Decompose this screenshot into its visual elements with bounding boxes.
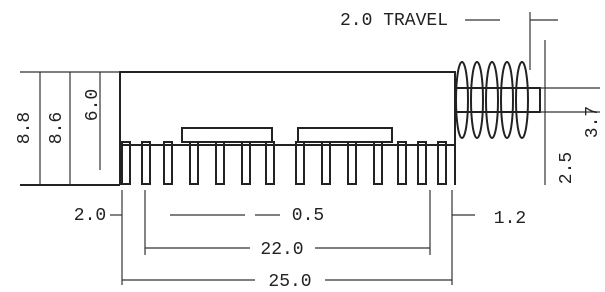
top-block	[182, 128, 272, 142]
top-block	[298, 128, 392, 142]
spring-coil	[501, 62, 513, 138]
drawing: 2.0 TRAVEL 8.8 8.6 6.0 3.7 2.5 2.0 0.5 1…	[0, 0, 605, 292]
pin	[216, 142, 224, 184]
dim-label: 2.0	[74, 206, 106, 226]
dimension-lines	[20, 12, 600, 285]
dim-label: 6.0	[83, 89, 103, 121]
pin	[438, 142, 446, 184]
pin	[418, 142, 426, 184]
dim-label: 3.7	[583, 106, 603, 138]
spring-coil	[471, 62, 483, 138]
pin	[142, 142, 150, 184]
spring-coil	[486, 62, 498, 138]
pin	[242, 142, 250, 184]
dim-label: 25.0	[268, 272, 311, 292]
pin	[322, 142, 330, 184]
dim-label: 8.8	[15, 112, 35, 144]
dim-label: 1.2	[494, 209, 526, 229]
pin	[164, 142, 172, 184]
dim-label: 22.0	[260, 240, 303, 260]
dim-label: 2.5	[557, 152, 577, 184]
housing-outline	[120, 72, 455, 185]
spring	[456, 62, 528, 138]
spring-coil	[456, 62, 468, 138]
dim-label: 0.5	[292, 206, 324, 226]
pin	[266, 142, 274, 184]
pin	[190, 142, 198, 184]
pin	[122, 142, 130, 184]
pin	[374, 142, 382, 184]
pins	[122, 142, 446, 184]
pin	[398, 142, 406, 184]
travel-label: 2.0 TRAVEL	[340, 11, 448, 31]
pin	[296, 142, 304, 184]
pin	[348, 142, 356, 184]
dim-label: 8.6	[47, 112, 67, 144]
spring-coil	[516, 62, 528, 138]
